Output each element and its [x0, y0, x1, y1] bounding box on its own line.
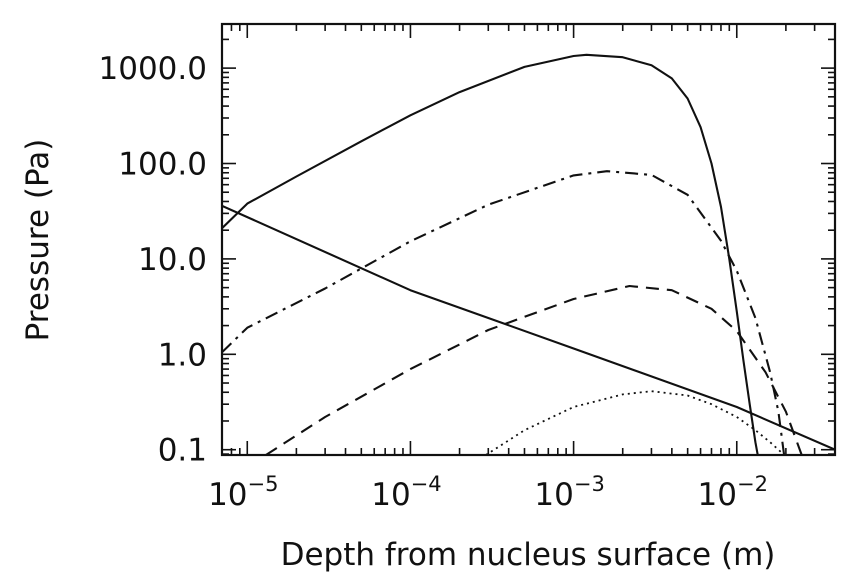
y-tick-label: 1.0 [158, 337, 207, 373]
x-tick-label-exponent: −4 [411, 472, 442, 496]
x-tick-label-base: 10 [534, 477, 573, 513]
series-line-5-dot [485, 390, 785, 455]
series-line-1-solid [222, 53, 759, 455]
x-tick-label-exponent: −5 [248, 472, 279, 496]
x-tick-label: 10−4 [371, 472, 441, 513]
series-line-4-dash [265, 284, 803, 455]
y-axis-title: Pressure (Pa) [20, 139, 56, 342]
x-tick-label: 10−5 [208, 472, 278, 513]
y-tick-label: 0.1 [158, 433, 207, 469]
y-tick-label: 100.0 [118, 147, 207, 183]
x-tick-label: 10−2 [698, 472, 768, 513]
plot-frame [220, 22, 837, 457]
series-layer [222, 53, 835, 455]
series-line-2-solid [222, 204, 835, 451]
x-tick-label-exponent: −2 [737, 472, 768, 496]
x-tick-label: 10−3 [534, 472, 604, 513]
y-tick-label: 1000.0 [99, 51, 207, 87]
x-tick-label-base: 10 [698, 477, 737, 513]
y-tick-label: 10.0 [138, 242, 207, 278]
x-tick-label-base: 10 [371, 477, 410, 513]
x-axis-title: Depth from nucleus surface (m) [281, 537, 776, 573]
series-line-3-dash-dot [222, 170, 786, 455]
x-tick-label-base: 10 [208, 477, 247, 513]
x-tick-label-exponent: −3 [574, 472, 605, 496]
